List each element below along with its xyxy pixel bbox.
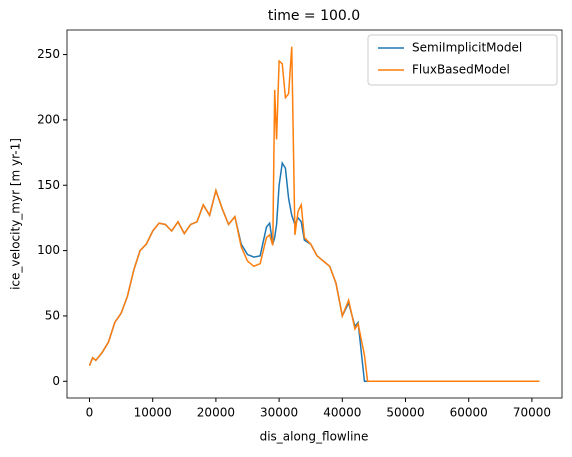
legend-box <box>367 34 558 86</box>
x-axis-label: dis_along_flowline <box>260 430 369 444</box>
legend-label: SemiImplicitModel <box>412 41 522 55</box>
x-tick-label: 0 <box>86 406 94 420</box>
y-tick-label: 50 <box>45 308 60 322</box>
x-tick-label: 30000 <box>260 406 298 420</box>
y-tick-label: 100 <box>37 243 60 257</box>
series-line <box>88 160 540 383</box>
y-tick-label: 200 <box>37 112 60 126</box>
chart-title: time = 100.0 <box>268 8 360 24</box>
x-tick-label: 50000 <box>386 406 424 420</box>
plot-frame <box>66 29 563 399</box>
y-tick-label: 250 <box>37 47 60 61</box>
x-tick-label: 60000 <box>450 406 488 420</box>
x-tick-label: 70000 <box>513 406 551 420</box>
y-tick-label: 0 <box>52 374 60 388</box>
x-tick-label: 40000 <box>323 406 361 420</box>
x-tick-label: 10000 <box>134 406 172 420</box>
x-tick-label: 20000 <box>197 406 235 420</box>
y-axis-label: ice_velocity_myr [m yr-1] <box>9 138 23 290</box>
legend-label: FluxBasedModel <box>412 63 510 77</box>
y-tick-label: 150 <box>37 178 60 192</box>
series-line <box>88 46 540 383</box>
